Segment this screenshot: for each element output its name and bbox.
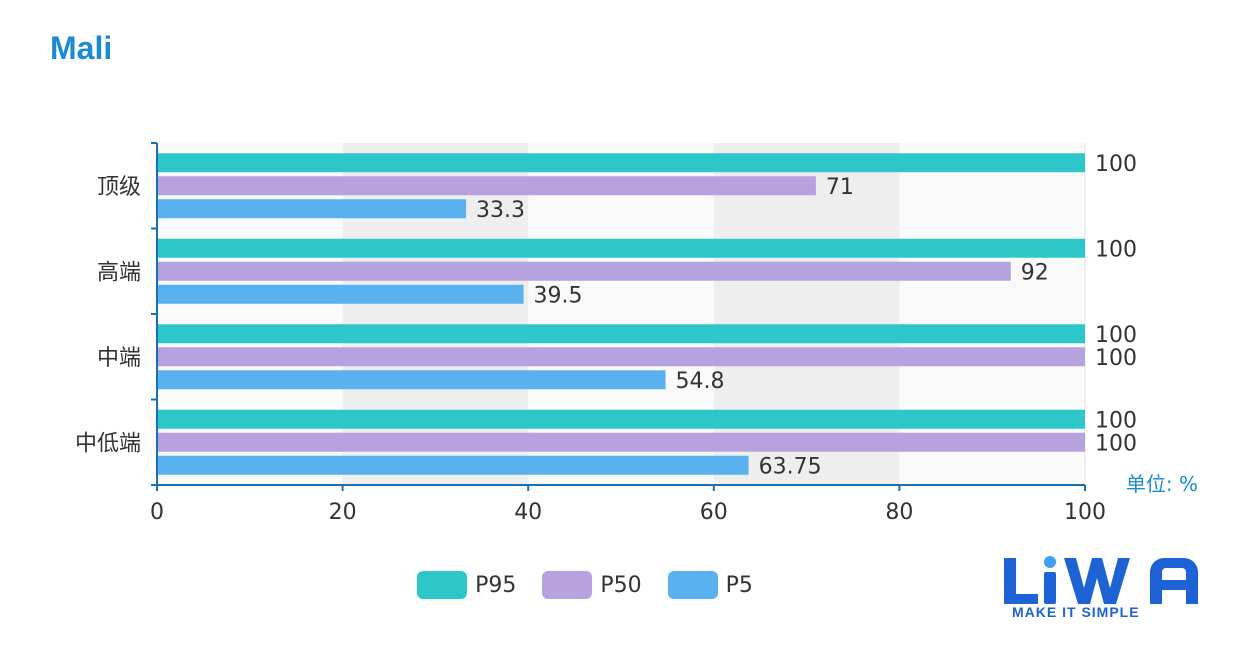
x-tick-label: 0 [150,500,164,525]
bar-p5-2 [157,370,666,390]
category-label: 顶级 [97,175,141,200]
category-label: 中端 [97,346,141,371]
bar-p5-0 [157,199,467,219]
data-label: 100 [1095,237,1137,262]
legend-swatch [542,571,593,599]
category-label: 中低端 [75,431,141,456]
bar-p50-1 [157,261,1011,281]
x-tick-label: 20 [329,500,357,525]
legend-item-p95[interactable]: P95 [417,571,516,599]
bar-p95-2 [157,324,1085,344]
data-label: 100 [1095,408,1137,433]
bar-chart: 1007133.3顶级1009239.5高端10010054.8中端100100… [75,142,1198,525]
legend-item-p50[interactable]: P50 [542,571,642,599]
bar-p5-3 [157,455,749,475]
chart-title: Mali [50,30,113,66]
legend: P95 P50 P5 [0,568,1250,602]
data-label: 100 [1095,431,1137,456]
data-label: 100 [1095,323,1137,348]
x-tick-label: 100 [1064,500,1106,525]
legend-item-p5[interactable]: P5 [667,571,753,599]
x-tick-label: 60 [700,500,728,525]
data-label: 100 [1095,152,1137,177]
legend-label: P50 [600,572,642,598]
unit-label: 单位: % [1126,472,1198,496]
logo-tagline: MAKE IT SIMPLE [1012,604,1140,620]
bar-p50-3 [157,432,1085,452]
data-label: 54.8 [676,369,725,394]
bar-p95-3 [157,409,1085,429]
data-label: 100 [1095,346,1137,371]
legend-swatch [417,571,468,599]
data-label: 33.3 [476,198,525,223]
x-tick-label: 40 [514,500,542,525]
legend-label: P95 [475,572,517,598]
category-label: 高端 [97,260,141,285]
bar-p95-0 [157,153,1085,173]
data-label: 92 [1021,260,1049,285]
bar-p50-2 [157,347,1085,367]
x-tick-label: 80 [885,500,913,525]
bar-p95-1 [157,238,1085,258]
data-label: 71 [826,175,854,200]
liwa-logo [1004,556,1198,604]
bar-p5-1 [157,284,524,304]
data-label: 63.75 [759,454,822,479]
legend-label: P5 [725,572,753,598]
data-label: 39.5 [534,283,583,308]
legend-swatch [667,571,718,599]
bar-p50-0 [157,176,816,196]
